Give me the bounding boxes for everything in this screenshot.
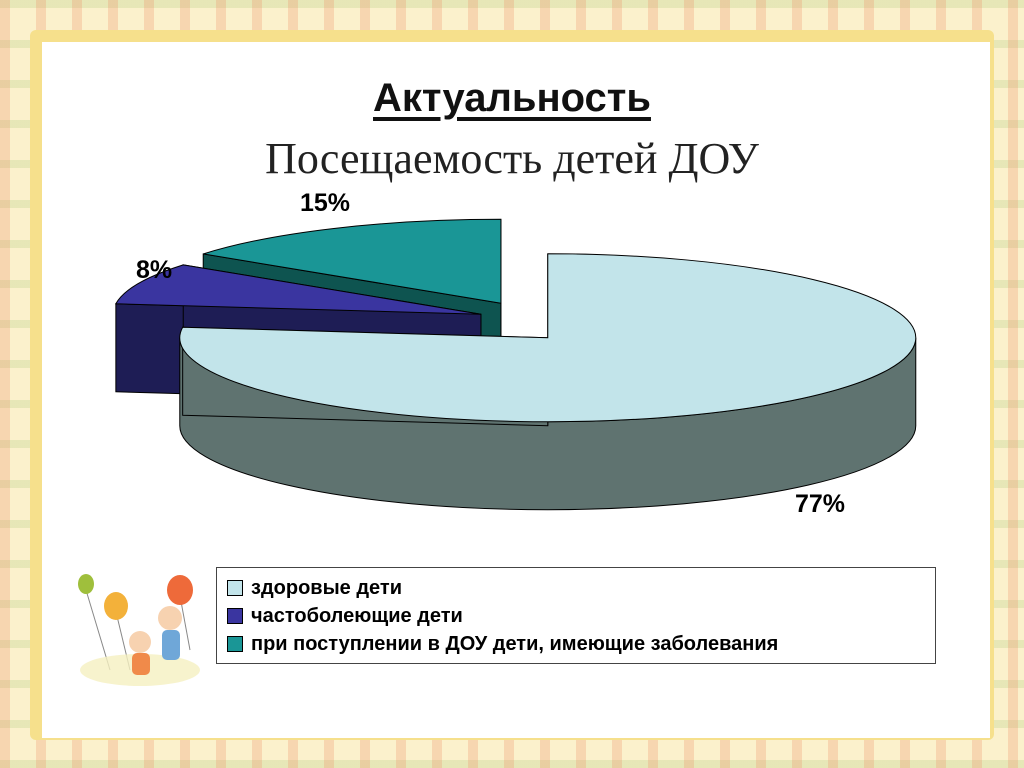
legend-item-frequently-ill: частоболеющие дети	[227, 602, 925, 630]
legend-swatch	[227, 636, 243, 652]
kids-with-balloons-icon	[78, 574, 200, 686]
legend-swatch	[227, 608, 243, 624]
pie-slice-top	[203, 218, 502, 304]
legend-swatch	[227, 580, 243, 596]
pie-slice-healthy	[179, 253, 917, 511]
chart-legend: здоровые дети частоболеющие дети при пос…	[216, 567, 936, 664]
data-label-healthy: 77%	[795, 490, 845, 518]
pie-slices	[115, 218, 917, 511]
legend-label: здоровые дети	[251, 576, 402, 599]
slide-title: Актуальность	[373, 76, 651, 120]
legend-label: при поступлении в ДОУ дети, имеющие забо…	[251, 632, 779, 655]
slide-subtitle: Посещаемость детей ДОУ	[265, 134, 759, 183]
pie-slice-top	[179, 253, 917, 423]
pie-slice-top	[115, 264, 482, 315]
legend-label: частоболеющие дети	[251, 604, 463, 627]
data-label-frequently-ill: 8%	[136, 256, 172, 284]
data-label-admitted-ill: 15%	[300, 189, 350, 217]
legend-item-healthy: здоровые дети	[227, 574, 925, 602]
legend-item-admitted-ill: при поступлении в ДОУ дети, имеющие забо…	[227, 630, 925, 658]
